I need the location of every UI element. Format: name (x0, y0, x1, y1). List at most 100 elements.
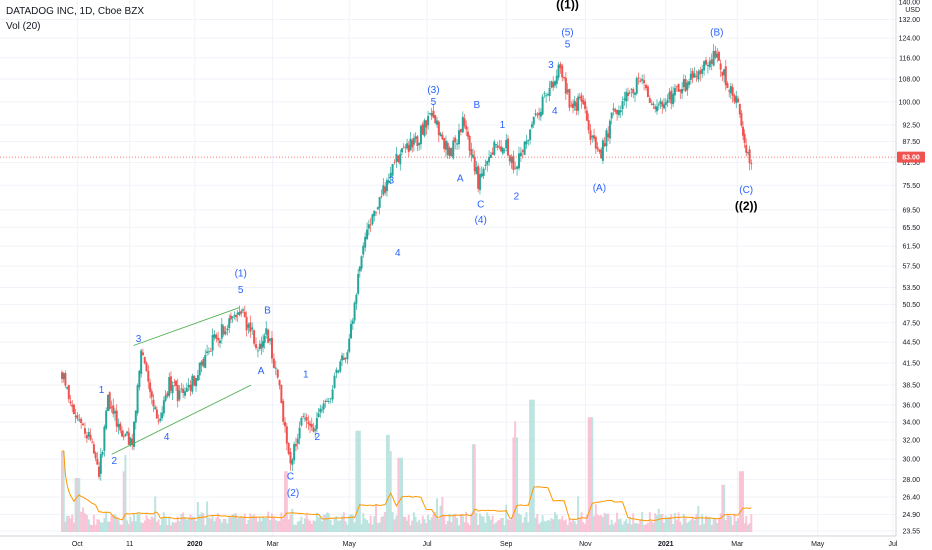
volume-bar (115, 516, 118, 532)
candle-body (444, 140, 447, 150)
candle-body (459, 129, 462, 133)
candle-body (743, 133, 746, 143)
candle-body (472, 154, 475, 158)
candle-body (152, 399, 155, 407)
volume-bar (591, 417, 594, 532)
candle-body (89, 434, 92, 440)
volume-bar (240, 516, 243, 532)
volume-bar (333, 517, 336, 532)
candle-body (360, 256, 363, 269)
volume-bar (215, 517, 218, 532)
volume-bar (555, 514, 558, 532)
volume-bar (521, 522, 524, 532)
volume-bar (256, 521, 259, 532)
volume-bar (243, 513, 246, 532)
volume-bar (120, 524, 123, 532)
volume-bar (253, 514, 256, 532)
candle-body (395, 153, 398, 162)
time-tick-label: Mar (731, 541, 744, 548)
candle-body (145, 362, 148, 371)
volume-bar (164, 516, 167, 532)
volume-bar (341, 515, 344, 532)
volume-bar (470, 513, 473, 532)
candle-body (143, 356, 146, 364)
volume-bar (501, 517, 504, 532)
candle-body (103, 426, 106, 451)
candle-body (161, 412, 164, 419)
volume-bar (745, 516, 748, 532)
volume-bar (327, 513, 330, 532)
volume-bar (207, 517, 210, 532)
volume-bar (131, 521, 134, 532)
candle-body (633, 92, 636, 95)
candle-body (357, 273, 360, 294)
volume-bar (686, 522, 689, 532)
candle-body (646, 86, 649, 97)
volume-bar (582, 522, 585, 532)
volume-bar (348, 515, 351, 532)
volume-bar (110, 515, 113, 532)
time-tick-label: 11 (126, 541, 133, 548)
volume-bar (414, 516, 417, 532)
candle-body (364, 236, 367, 248)
candle-body (106, 394, 109, 411)
time-tick-label: May (811, 541, 825, 548)
volume-bar (475, 512, 478, 532)
volume-bar (543, 520, 546, 532)
time-axis[interactable]: Oct 11 2020 Mar May Jul Sep Nov 2021 Mar May Jul (72, 541, 898, 548)
candle-body (585, 110, 588, 121)
volume-bar (681, 524, 684, 532)
candle-body (314, 429, 317, 431)
volume-bar (191, 516, 194, 532)
candle-body (384, 186, 387, 193)
chart-grid (0, 0, 896, 536)
candle-body (159, 418, 162, 421)
price-tick-label: 47.50 (902, 320, 920, 327)
candle-body (695, 75, 698, 77)
volume-bar (94, 524, 97, 532)
candle-body (516, 166, 519, 169)
volume-bar (536, 513, 539, 532)
volume-bar (594, 504, 597, 532)
candle-body (99, 454, 102, 474)
candle-body (305, 417, 308, 421)
candle-body (231, 316, 234, 318)
candle-body (484, 164, 487, 166)
candle-body (202, 358, 205, 367)
wave-label: (C) (739, 185, 753, 196)
candle-body (329, 398, 332, 400)
candle-body (553, 81, 556, 86)
candle-body (482, 168, 485, 176)
volume-bar (603, 512, 606, 532)
price-axis[interactable]: USD 140.00 132.00 124.00 116.00 108.00 100.00… (899, 0, 921, 536)
volume-bar (446, 520, 449, 532)
candle-body (348, 338, 351, 352)
candle-body (284, 421, 287, 427)
candle-body (546, 94, 549, 95)
volume-bar (699, 525, 702, 532)
volume-bar (439, 505, 442, 532)
candle-body (366, 229, 369, 240)
wedge-trendlines[interactable] (111, 307, 252, 455)
volume-bar (335, 515, 338, 532)
volume-bar (245, 524, 248, 532)
candle-body (105, 410, 108, 429)
volume-bar (200, 512, 203, 532)
wave-label: 3 (389, 175, 395, 186)
candle-body (673, 87, 676, 96)
candle-body (593, 135, 596, 139)
candle-body (697, 71, 700, 80)
volume-bar (748, 523, 751, 532)
candle-body (448, 147, 451, 156)
volume-bar (495, 522, 498, 532)
volume-bar (61, 451, 63, 532)
volume-bar (541, 515, 544, 532)
volume-bar (461, 515, 464, 532)
candle-body (180, 388, 183, 390)
candle-body (289, 452, 292, 464)
volume-bar (437, 518, 440, 532)
candle-body (427, 115, 430, 126)
volume-bar (224, 518, 227, 532)
candle-body (672, 93, 675, 105)
